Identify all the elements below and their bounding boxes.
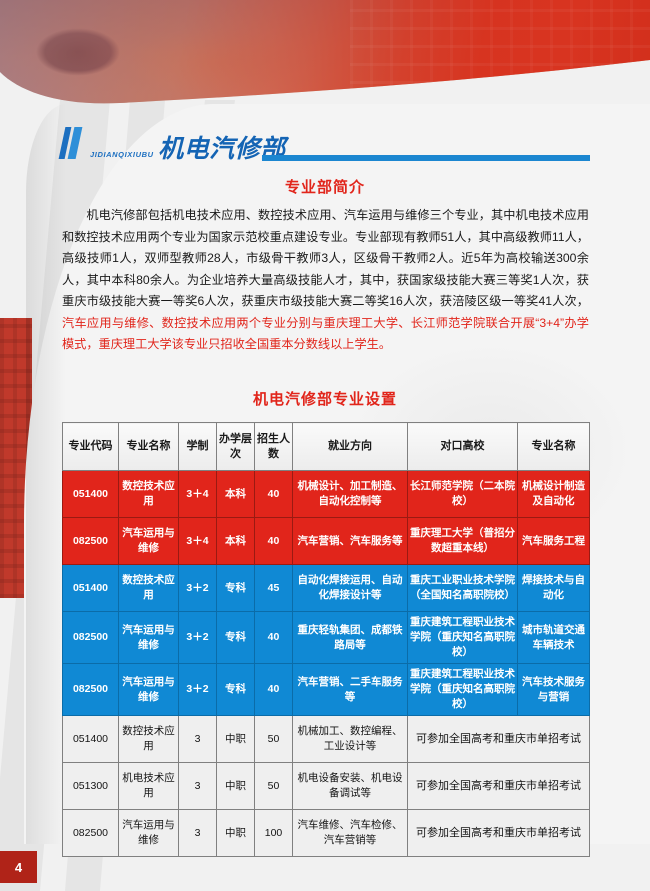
cell-code: 082500 bbox=[62, 809, 119, 857]
cell-employment: 汽车营销、二手车服务等 bbox=[292, 663, 408, 716]
table-row: 051400 数控技术应用 3＋2 专科 45 自动化焊接运用、自动化焊接设计等 重庆工业职… bbox=[62, 564, 590, 612]
table-heading: 机电汽修部专业设置 bbox=[252, 391, 397, 408]
cell-level: 中职 bbox=[216, 762, 255, 810]
column-header-code: 专业代码 bbox=[62, 422, 119, 471]
cell-level: 本科 bbox=[216, 517, 255, 565]
column-header-major: 专业名称 bbox=[118, 422, 179, 471]
cell-college: 重庆理工大学（普招分数超重本线） bbox=[407, 517, 518, 565]
cell-college: 重庆建筑工程职业技术学院（重庆知名高职院校） bbox=[407, 663, 518, 716]
cell-system: 3＋2 bbox=[178, 564, 217, 612]
cell-quota: 40 bbox=[254, 611, 293, 664]
cell-major: 机电技术应用 bbox=[118, 762, 179, 810]
cell-merged-note: 可参加全国高考和重庆市单招考试 bbox=[407, 762, 590, 810]
cell-employment: 机械加工、数控编程、工业设计等 bbox=[292, 715, 408, 763]
cell-merged-note: 可参加全国高考和重庆市单招考试 bbox=[407, 715, 590, 763]
page-number-badge: 4 bbox=[0, 851, 37, 883]
cell-quota: 50 bbox=[254, 762, 293, 810]
cell-employment: 自动化焊接运用、自动化焊接设计等 bbox=[292, 564, 408, 612]
cell-employment: 机械设计、加工制造、自动化控制等 bbox=[292, 470, 408, 518]
cell-level: 中职 bbox=[216, 809, 255, 857]
cell-employment: 重庆轻轨集团、成都铁路局等 bbox=[292, 611, 408, 664]
cell-code: 082500 bbox=[62, 663, 119, 716]
cell-major: 数控技术应用 bbox=[118, 470, 179, 518]
cell-major: 汽车运用与维修 bbox=[118, 809, 179, 857]
cell-level: 专科 bbox=[216, 663, 255, 716]
cell-major: 汽车运用与维修 bbox=[118, 517, 179, 565]
cell-system: 3 bbox=[178, 809, 217, 857]
header-pattern-icon bbox=[350, 0, 650, 120]
cell-merged-note: 可参加全国高考和重庆市单招考试 bbox=[407, 809, 590, 857]
cell-code: 082500 bbox=[62, 611, 119, 664]
cell-college-major: 汽车技术服务与营销 bbox=[517, 663, 590, 716]
cell-employment: 汽车维修、汽车检修、汽车营销等 bbox=[292, 809, 408, 857]
intro-text-highlight: 汽车应用与维修、数控技术应用两个专业分别与重庆理工大学、长江师范学院联合开展“3… bbox=[62, 315, 589, 352]
cell-major: 汽车运用与维修 bbox=[118, 611, 179, 664]
cell-college-major: 汽车服务工程 bbox=[517, 517, 590, 565]
intro-text-main: 机电汽修部包括机电技术应用、数控技术应用、汽车运用与维修三个专业，其中机电技术应… bbox=[62, 208, 589, 308]
cell-system: 3 bbox=[178, 762, 217, 810]
column-header-college-major: 专业名称 bbox=[517, 422, 590, 471]
table-row: 051400 数控技术应用 3 中职 50 机械加工、数控编程、工业设计等 可参加全国高考和… bbox=[62, 715, 590, 763]
title-bars-icon bbox=[58, 127, 83, 159]
cell-system: 3 bbox=[178, 715, 217, 763]
majors-table: 专业代码 专业名称 学制 办学层次 招生人数 就业方向 对口高校 专业名称 05… bbox=[62, 422, 590, 857]
cell-quota: 40 bbox=[254, 663, 293, 716]
cell-code: 051400 bbox=[62, 470, 119, 518]
cell-major: 数控技术应用 bbox=[118, 564, 179, 612]
cell-system: 3＋4 bbox=[178, 470, 217, 518]
cell-quota: 40 bbox=[254, 517, 293, 565]
cell-level: 专科 bbox=[216, 611, 255, 664]
cell-quota: 50 bbox=[254, 715, 293, 763]
column-header-system: 学制 bbox=[178, 422, 217, 471]
cell-college: 重庆工业职业技术学院（全国知名高职院校） bbox=[407, 564, 518, 612]
majors-table-body: 051400 数控技术应用 3＋4 本科 40 机械设计、加工制造、自动化控制等 长江师范学… bbox=[62, 470, 590, 857]
cell-code: 051400 bbox=[62, 564, 119, 612]
table-row: 082500 汽车运用与维修 3＋2 专科 40 重庆轻轨集团、成都铁路局等 重庆建筑工程职… bbox=[62, 611, 590, 664]
table-row: 051400 数控技术应用 3＋4 本科 40 机械设计、加工制造、自动化控制等 长江师范学… bbox=[62, 470, 590, 518]
cell-college-major: 城市轨道交通车辆技术 bbox=[517, 611, 590, 664]
table-row: 082500 汽车运用与维修 3 中职 100 汽车维修、汽车检修、汽车营销等 可参加全国高… bbox=[62, 809, 590, 857]
intro-paragraph: 机电汽修部包括机电技术应用、数控技术应用、汽车运用与维修三个专业，其中机电技术应… bbox=[62, 205, 589, 356]
cell-level: 中职 bbox=[216, 715, 255, 763]
table-row: 051300 机电技术应用 3 中职 50 机电设备安装、机电设备调试等 可参加全国高考和重… bbox=[62, 762, 590, 810]
column-header-college: 对口高校 bbox=[407, 422, 518, 471]
cell-code: 051400 bbox=[62, 715, 119, 763]
cell-quota: 45 bbox=[254, 564, 293, 612]
cell-level: 专科 bbox=[216, 564, 255, 612]
cell-college: 长江师范学院（二本院校） bbox=[407, 470, 518, 518]
column-header-employment: 就业方向 bbox=[292, 422, 408, 471]
cell-major: 数控技术应用 bbox=[118, 715, 179, 763]
cell-code: 051300 bbox=[62, 762, 119, 810]
cell-quota: 100 bbox=[254, 809, 293, 857]
column-header-quota: 招生人数 bbox=[254, 422, 293, 471]
cell-employment: 机电设备安装、机电设备调试等 bbox=[292, 762, 408, 810]
header-banner-clip bbox=[0, 0, 650, 120]
column-header-level: 办学层次 bbox=[216, 422, 255, 471]
cell-quota: 40 bbox=[254, 470, 293, 518]
table-header-row: 专业代码 专业名称 学制 办学层次 招生人数 就业方向 对口高校 专业名称 bbox=[62, 422, 590, 471]
table-row: 082500 汽车运用与维修 3＋2 专科 40 汽车营销、二手车服务等 重庆建筑工程职业技… bbox=[62, 663, 590, 716]
intro-heading: 专业部简介 bbox=[284, 179, 365, 196]
cell-level: 本科 bbox=[216, 470, 255, 518]
cell-college: 重庆建筑工程职业技术学院（重庆知名高职院校） bbox=[407, 611, 518, 664]
majors-table-wrap: 专业代码 专业名称 学制 办学层次 招生人数 就业方向 对口高校 专业名称 05… bbox=[62, 422, 590, 857]
title-underline-rule bbox=[262, 155, 590, 161]
cell-system: 3＋2 bbox=[178, 611, 217, 664]
header-banner bbox=[0, 0, 650, 120]
cell-system: 3＋4 bbox=[178, 517, 217, 565]
department-pinyin: JIDIANQIXIUBU bbox=[90, 150, 154, 159]
cell-system: 3＋2 bbox=[178, 663, 217, 716]
cell-code: 082500 bbox=[62, 517, 119, 565]
cell-major: 汽车运用与维修 bbox=[118, 663, 179, 716]
department-title: JIDIANQIXIUBU 机电汽修部 bbox=[58, 127, 286, 162]
cell-college-major: 焊接技术与自动化 bbox=[517, 564, 590, 612]
cell-college-major: 机械设计制造及自动化 bbox=[517, 470, 590, 518]
cell-employment: 汽车营销、汽车服务等 bbox=[292, 517, 408, 565]
table-row: 082500 汽车运用与维修 3＋4 本科 40 汽车营销、汽车服务等 重庆理工大学（普招分… bbox=[62, 517, 590, 565]
